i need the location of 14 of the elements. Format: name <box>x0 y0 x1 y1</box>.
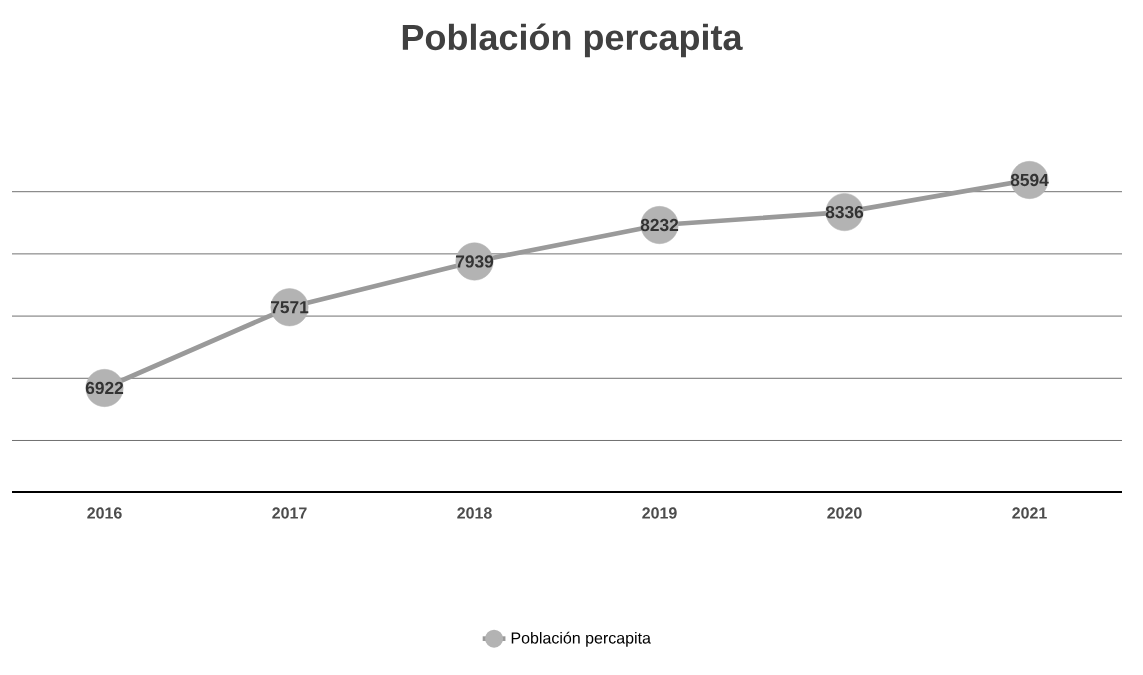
data-label: 8594 <box>1010 173 1049 187</box>
x-tick-label: 2016 <box>87 507 122 519</box>
data-label: 6922 <box>85 381 124 395</box>
data-label: 8336 <box>825 205 864 219</box>
legend-label: Población percapita <box>511 631 651 647</box>
data-label: 8232 <box>640 218 679 232</box>
x-tick-label: 2021 <box>1012 507 1047 519</box>
x-tick-label: 2018 <box>457 507 492 519</box>
x-tick-label: 2020 <box>827 507 862 519</box>
x-tick-label: 2017 <box>272 507 307 519</box>
chart-title: Población percapita <box>402 23 743 58</box>
x-tick-label: 2019 <box>642 507 677 519</box>
data-label: 7571 <box>270 301 309 314</box>
data-label: 7939 <box>455 255 494 268</box>
